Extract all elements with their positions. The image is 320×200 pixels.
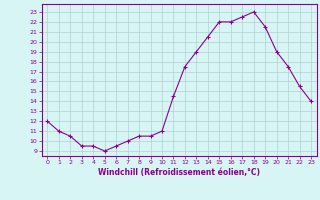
X-axis label: Windchill (Refroidissement éolien,°C): Windchill (Refroidissement éolien,°C) — [98, 168, 260, 177]
